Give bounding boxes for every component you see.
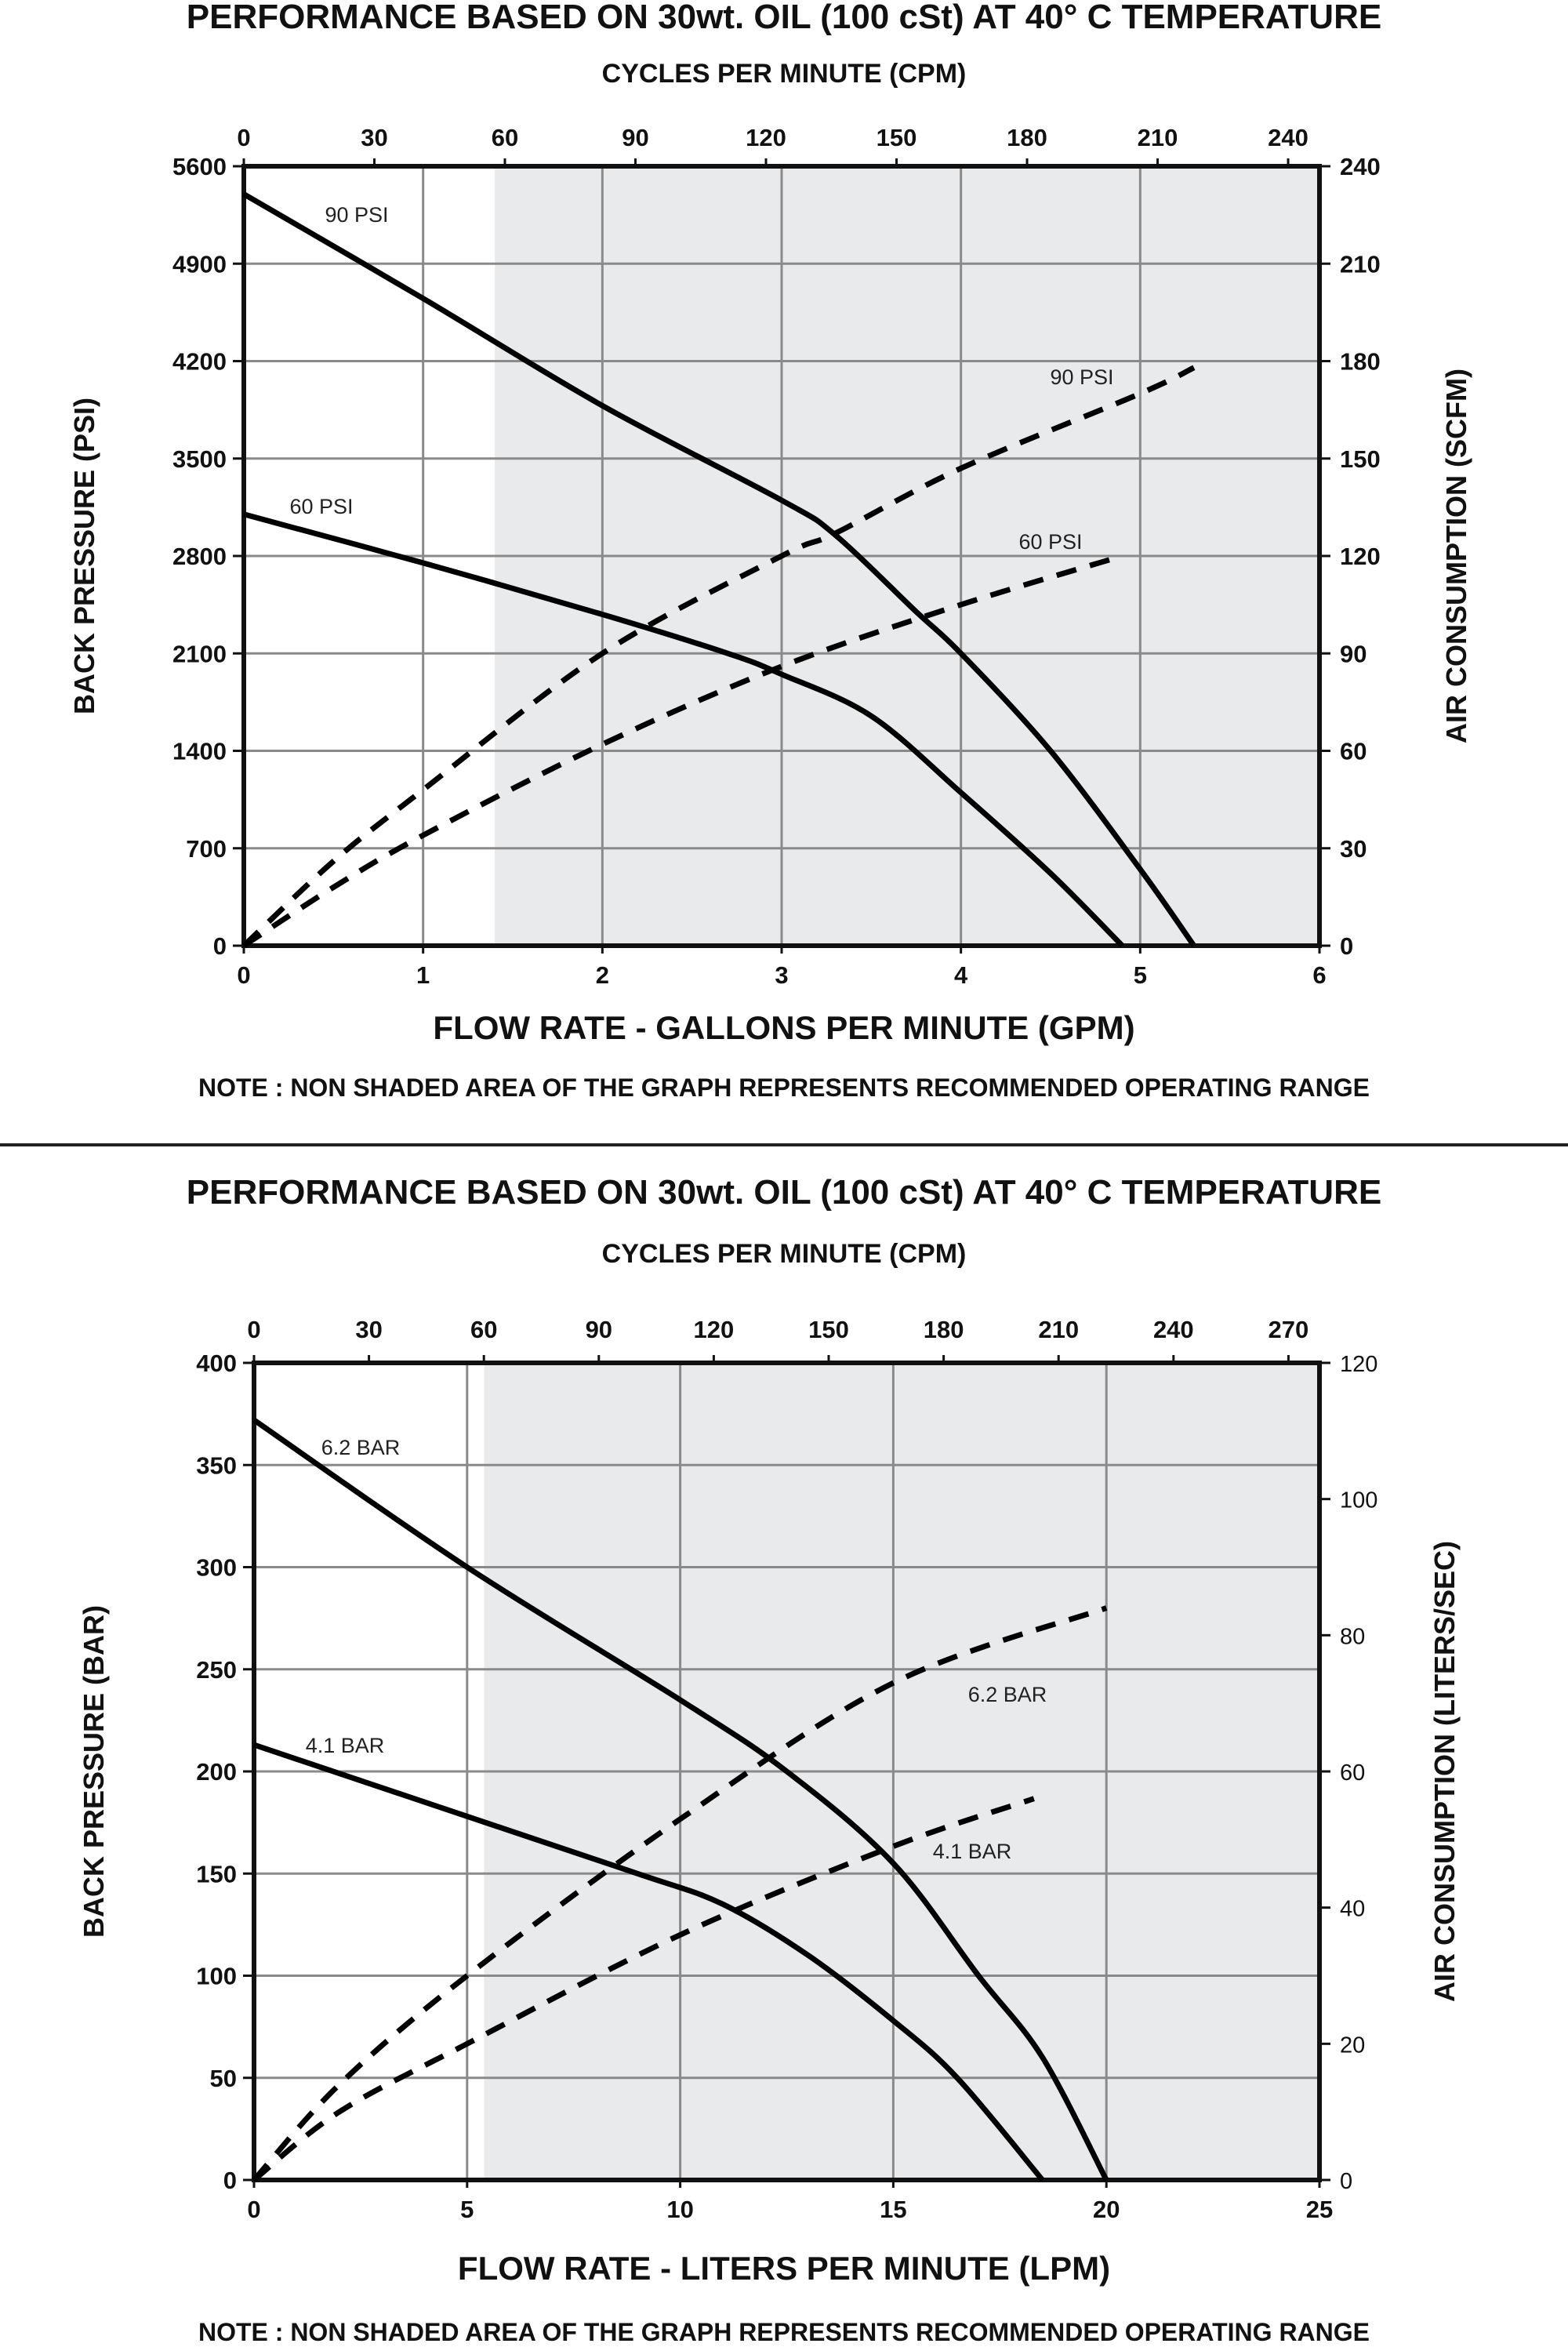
y-tick-label: 5600 bbox=[172, 153, 227, 180]
top-tick-label: 30 bbox=[361, 124, 387, 151]
top-axis-label: CYCLES PER MINUTE (CPM) bbox=[602, 59, 967, 89]
y-tick-label: 300 bbox=[196, 1554, 237, 1582]
y-axis-label: BACK PRESSURE (PSI) bbox=[68, 398, 100, 714]
x-tick-label: 10 bbox=[666, 2196, 693, 2223]
chart-title: PERFORMANCE BASED ON 30wt. OIL (100 cSt)… bbox=[187, 1173, 1381, 1212]
curve-label: 6.2 BAR bbox=[321, 1436, 401, 1459]
y2-tick-label: 0 bbox=[1340, 932, 1353, 960]
top-tick-label: 180 bbox=[1007, 124, 1047, 151]
curve-label: 6.2 BAR bbox=[968, 1683, 1047, 1706]
x-tick-label: 3 bbox=[775, 961, 788, 989]
top-tick-label: 90 bbox=[586, 1316, 612, 1343]
operating-range-note: NOTE : NON SHADED AREA OF THE GRAPH REPR… bbox=[198, 2318, 1370, 2346]
plot-frame bbox=[252, 1361, 1322, 2182]
y2-tick-label: 20 bbox=[1340, 2033, 1365, 2058]
top-tick-label: 210 bbox=[1038, 1316, 1079, 1343]
y2-tick-label: 40 bbox=[1340, 1897, 1365, 1922]
top-tick-label: 120 bbox=[694, 1316, 735, 1343]
top-tick-label: 210 bbox=[1138, 124, 1178, 151]
y2-tick-label: 240 bbox=[1340, 153, 1381, 180]
top-tick-label: 0 bbox=[237, 124, 250, 151]
y-tick-label: 200 bbox=[196, 1758, 237, 1786]
y2-tick-label: 60 bbox=[1340, 1760, 1365, 1786]
x-tick-label: 2 bbox=[596, 961, 609, 989]
x-tick-label: 5 bbox=[1134, 961, 1147, 989]
top-tick-label: 270 bbox=[1269, 1316, 1309, 1343]
y-tick-label: 4900 bbox=[172, 250, 227, 278]
chart-1: PERFORMANCE BASED ON 30wt. OIL (100 cSt)… bbox=[68, 0, 1472, 1102]
top-tick-label: 90 bbox=[622, 124, 648, 151]
y-tick-label: 100 bbox=[196, 1963, 237, 1990]
x-tick-label: 6 bbox=[1312, 961, 1326, 989]
y-tick-label: 400 bbox=[196, 1350, 237, 1377]
y-axis-label: BACK PRESSURE (BAR) bbox=[78, 1605, 110, 1938]
top-tick-label: 120 bbox=[746, 124, 786, 151]
curve-label: 60 PSI bbox=[289, 495, 353, 518]
top-axis-label: CYCLES PER MINUTE (CPM) bbox=[602, 1239, 967, 1269]
x-tick-label: 4 bbox=[954, 961, 968, 989]
y2-tick-label: 120 bbox=[1340, 1352, 1377, 1377]
y-tick-label: 2100 bbox=[172, 640, 227, 667]
x-tick-label: 20 bbox=[1093, 2196, 1120, 2223]
x-tick-label: 25 bbox=[1306, 2196, 1333, 2223]
top-tick-label: 150 bbox=[808, 1316, 849, 1343]
plot-frame bbox=[241, 164, 1322, 948]
y-tick-label: 0 bbox=[223, 2167, 237, 2194]
x-axis-label: FLOW RATE - LITERS PER MINUTE (LPM) bbox=[458, 2250, 1110, 2287]
y-tick-label: 150 bbox=[196, 1860, 237, 1887]
air-consumption-curve-60-psi bbox=[242, 553, 1123, 948]
y2-tick-label: 150 bbox=[1340, 445, 1381, 473]
y2-tick-label: 90 bbox=[1340, 640, 1367, 667]
top-tick-label: 180 bbox=[924, 1316, 964, 1343]
x-tick-label: 0 bbox=[247, 2196, 260, 2223]
curve-label: 4.1 BAR bbox=[306, 1734, 385, 1757]
y-tick-label: 250 bbox=[196, 1656, 237, 1684]
y2-tick-label: 180 bbox=[1340, 348, 1381, 376]
air-consumption-curve-90-psi bbox=[241, 365, 1196, 948]
y-tick-label: 50 bbox=[210, 2065, 237, 2092]
y2-tick-label: 30 bbox=[1340, 835, 1367, 863]
y-tick-label: 0 bbox=[213, 932, 227, 960]
chart-title: PERFORMANCE BASED ON 30wt. OIL (100 cSt)… bbox=[187, 0, 1381, 36]
air-consumption-curve-4-1-bar bbox=[252, 1796, 1035, 2182]
y2-axis-label: AIR CONSUMPTION (LITERS/SEC) bbox=[1428, 1541, 1461, 2002]
y-tick-label: 2800 bbox=[172, 543, 227, 570]
curve-label: 90 PSI bbox=[1050, 365, 1113, 389]
top-tick-label: 0 bbox=[247, 1316, 260, 1343]
air-consumption-curve-6-2-bar bbox=[252, 1605, 1108, 2182]
x-tick-label: 15 bbox=[880, 2196, 906, 2223]
y2-tick-label: 210 bbox=[1340, 250, 1381, 278]
back-pressure-curve-6-2-bar bbox=[252, 1418, 1109, 2182]
top-tick-label: 240 bbox=[1268, 124, 1308, 151]
top-tick-label: 60 bbox=[470, 1316, 497, 1343]
top-tick-label: 60 bbox=[492, 124, 518, 151]
y-tick-label: 3500 bbox=[172, 445, 227, 473]
x-tick-label: 1 bbox=[416, 961, 430, 989]
y2-tick-label: 80 bbox=[1340, 1624, 1365, 1649]
y-tick-label: 350 bbox=[196, 1451, 237, 1479]
curve-label: 4.1 BAR bbox=[933, 1840, 1012, 1863]
y2-axis-label: AIR CONSUMPTION (SCFM) bbox=[1440, 369, 1472, 743]
operating-range-note: NOTE : NON SHADED AREA OF THE GRAPH REPR… bbox=[198, 1074, 1370, 1102]
y2-tick-label: 120 bbox=[1340, 543, 1381, 570]
curve-label: 90 PSI bbox=[325, 203, 388, 227]
y-tick-label: 4200 bbox=[172, 348, 227, 376]
top-tick-label: 240 bbox=[1153, 1316, 1194, 1343]
back-pressure-curve-4-1-bar bbox=[252, 1742, 1045, 2182]
x-tick-label: 0 bbox=[237, 961, 250, 989]
y2-tick-label: 0 bbox=[1340, 2169, 1352, 2194]
top-tick-label: 150 bbox=[877, 124, 917, 151]
y-tick-label: 700 bbox=[186, 835, 227, 863]
top-tick-label: 30 bbox=[355, 1316, 382, 1343]
y-tick-label: 1400 bbox=[172, 738, 227, 765]
y2-tick-label: 100 bbox=[1340, 1488, 1377, 1513]
x-axis-label: FLOW RATE - GALLONS PER MINUTE (GPM) bbox=[433, 1009, 1134, 1046]
curve-label: 60 PSI bbox=[1018, 530, 1082, 554]
chart-2: PERFORMANCE BASED ON 30wt. OIL (100 cSt)… bbox=[78, 1173, 1461, 2346]
y2-tick-label: 60 bbox=[1340, 738, 1367, 765]
x-tick-label: 5 bbox=[460, 2196, 474, 2223]
